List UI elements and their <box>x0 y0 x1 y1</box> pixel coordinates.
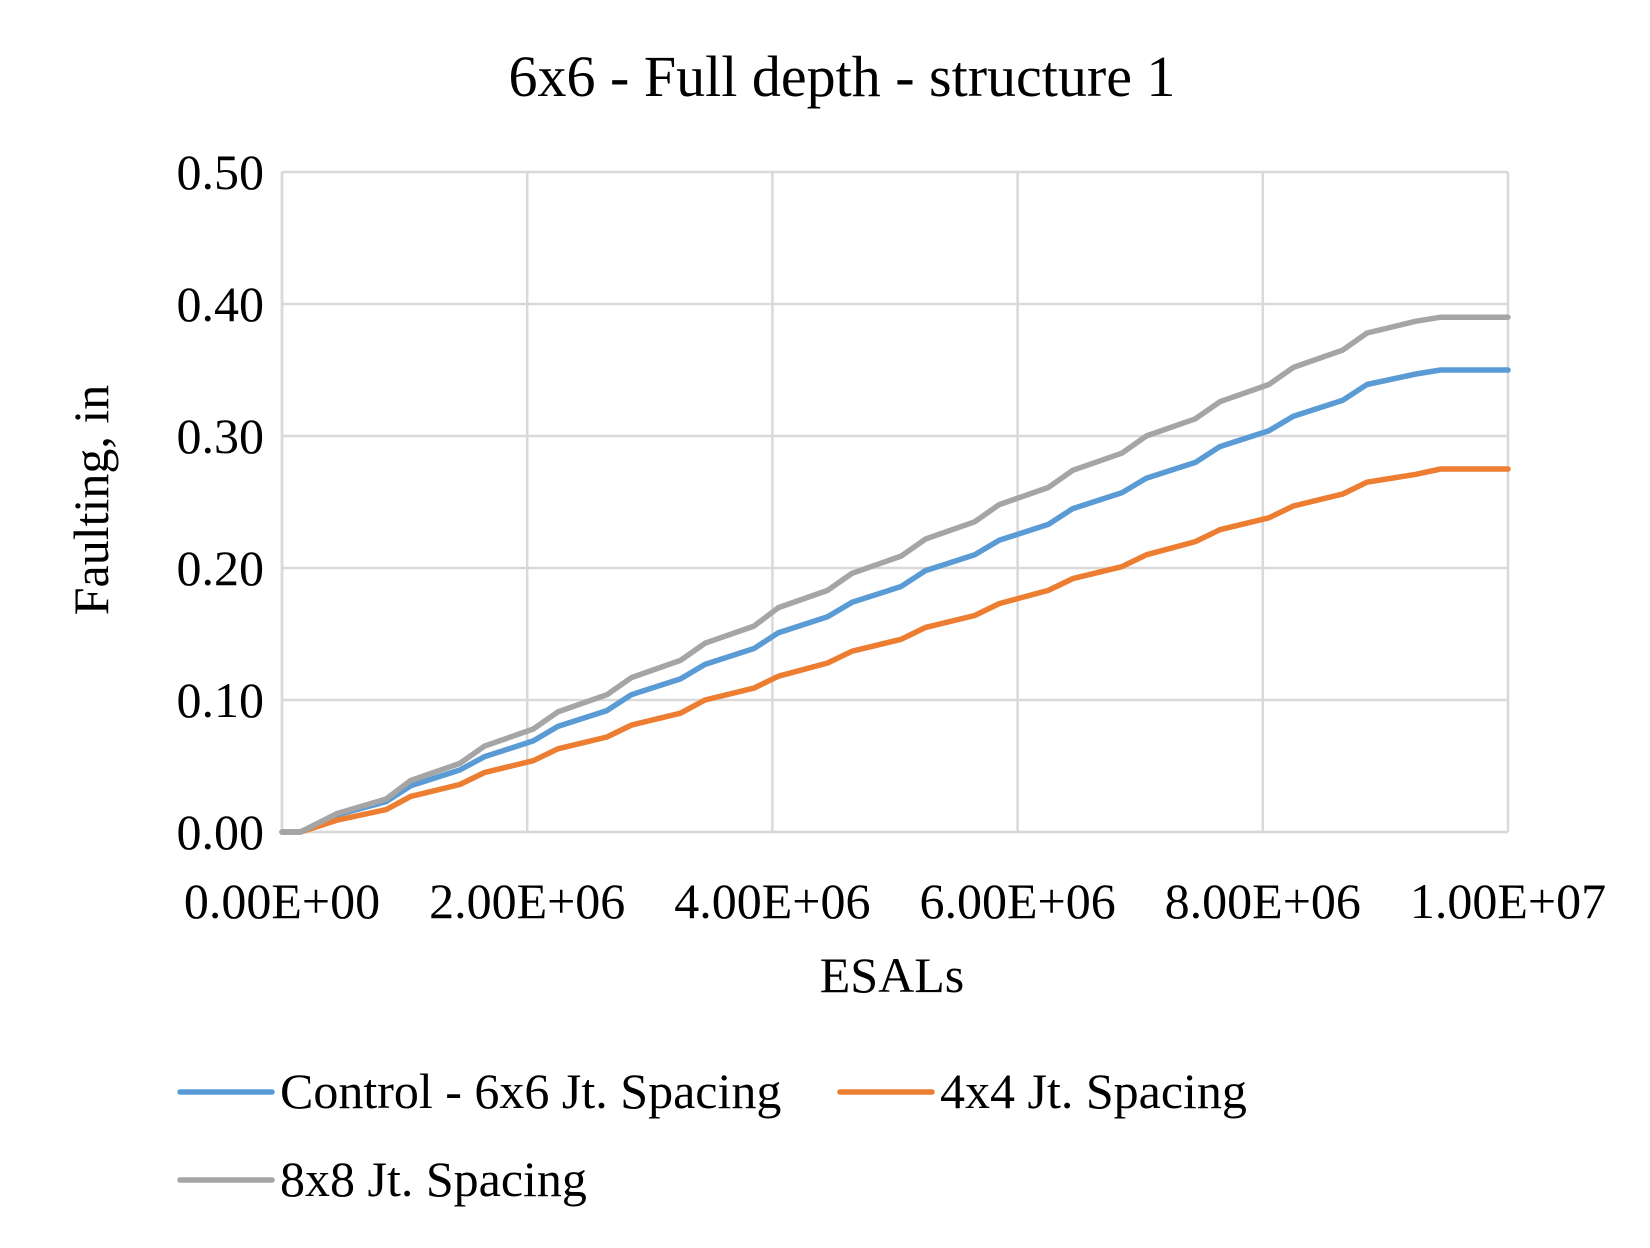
x-tick-label: 6.00E+06 <box>919 873 1115 929</box>
legend-label-2: 4x4 Jt. Spacing <box>940 1063 1247 1119</box>
y-tick-label: 0.40 <box>177 276 265 332</box>
plot-area <box>280 172 1508 834</box>
legend: Control - 6x6 Jt. Spacing 4x4 Jt. Spacing… <box>177 1063 1247 1207</box>
gridlines <box>280 170 1510 834</box>
x-tick-label: 2.00E+06 <box>429 873 625 929</box>
y-tick-label: 0.10 <box>177 672 265 728</box>
y-axis: 0.00 0.10 0.20 0.30 0.40 0.50 <box>177 144 265 860</box>
y-axis-title: Faulting, in <box>63 385 119 616</box>
legend-label-3: 8x8 Jt. Spacing <box>280 1151 587 1207</box>
series-line-1 <box>279 367 1511 835</box>
chart-title: 6x6 - Full depth - structure 1 <box>509 44 1176 109</box>
series-line-3 <box>279 314 1511 835</box>
x-axis: 0.00E+00 2.00E+06 4.00E+06 6.00E+06 8.00E+06… <box>184 873 1606 929</box>
legend-label-1: Control - 6x6 Jt. Spacing <box>280 1063 781 1119</box>
y-tick-label: 0.50 <box>177 144 265 200</box>
series-line-2 <box>279 466 1511 835</box>
y-tick-label: 0.20 <box>177 540 265 596</box>
series-group <box>279 314 1511 835</box>
x-axis-title: ESALs <box>820 947 964 1003</box>
x-tick-label: 0.00E+00 <box>184 873 380 929</box>
x-tick-label: 4.00E+06 <box>674 873 870 929</box>
y-tick-label: 0.30 <box>177 408 265 464</box>
y-tick-label: 0.00 <box>177 804 265 860</box>
x-tick-label: 1.00E+07 <box>1410 873 1606 929</box>
x-tick-label: 8.00E+06 <box>1165 873 1361 929</box>
